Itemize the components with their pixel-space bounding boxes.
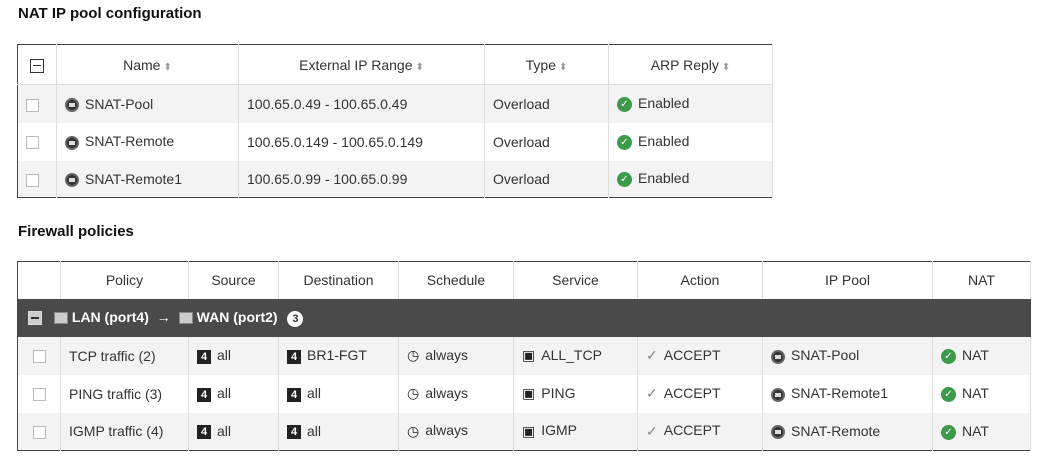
policy-name: TCP traffic (2): [60, 336, 189, 375]
select-all-checkbox[interactable]: [17, 44, 57, 85]
table-row[interactable]: TCP traffic (2) 4 all 4 BR1-FGT ◷ always ▣ A…: [17, 336, 1031, 375]
col-range[interactable]: External IP Range ⬍: [238, 44, 485, 85]
col-arp[interactable]: ARP Reply ⬍: [608, 44, 773, 85]
sort-icon: ⬍: [163, 61, 172, 73]
col-service[interactable]: Service: [513, 261, 638, 299]
col-action[interactable]: Action: [637, 261, 763, 299]
row-checkbox[interactable]: [17, 412, 61, 451]
col-type[interactable]: Type ⬍: [484, 44, 609, 85]
sort-icon: ⬍: [721, 61, 731, 73]
row-checkbox[interactable]: [17, 122, 57, 161]
table-row[interactable]: PING traffic (3) 4 all 4 all ◷ always ▣ PING…: [17, 374, 1031, 413]
row-checkbox[interactable]: [17, 374, 61, 413]
schedule-icon: ◷: [407, 423, 420, 440]
schedule-icon: ◷: [407, 385, 420, 402]
table-row[interactable]: SNAT-Remote 100.65.0.149 - 100.65.0.149 …: [17, 122, 773, 161]
ip-range: 100.65.0.149 - 100.65.0.149: [238, 122, 485, 161]
ip-range: 100.65.0.99 - 100.65.0.99: [238, 160, 485, 198]
row-checkbox[interactable]: [17, 84, 57, 123]
policies-table: Policy Source Destination Schedule Servi…: [17, 261, 1031, 451]
table-row[interactable]: SNAT-Remote1 100.65.0.99 - 100.65.0.99 O…: [17, 160, 773, 198]
address-icon: 4: [197, 349, 211, 364]
service-icon: ▣: [522, 347, 536, 364]
check-icon: ✓: [646, 385, 658, 402]
address-icon: 4: [197, 387, 211, 402]
check-icon: ✓: [646, 347, 658, 364]
check-circle-icon: ✓: [941, 424, 956, 440]
check-circle-icon: ✓: [617, 134, 632, 150]
table-row[interactable]: IGMP traffic (4) 4 all 4 all ◷ always ▣ IGMP…: [17, 412, 1031, 451]
sort-icon: ⬍: [558, 61, 568, 73]
pool-type: Overload: [484, 84, 609, 123]
ip-pool-icon: [771, 425, 785, 440]
check-circle-icon: ✓: [617, 97, 632, 113]
count-badge: 3: [287, 310, 304, 327]
nat-pool-table: Name ⬍ External IP Range ⬍ Type ⬍ ARP Reply…: [17, 44, 773, 198]
col-select: [17, 261, 61, 299]
row-checkbox[interactable]: [17, 160, 57, 198]
check-circle-icon: ✓: [941, 386, 956, 402]
col-ip-pool[interactable]: IP Pool: [762, 261, 933, 299]
nat-pool-title: NAT IP pool configuration: [18, 5, 202, 22]
collapse-icon[interactable]: [28, 310, 42, 325]
ip-pool-icon: [65, 135, 79, 150]
ip-pool-icon: [771, 349, 785, 364]
sort-icon: ⬍: [415, 61, 424, 73]
pool-type: Overload: [484, 160, 609, 198]
check-icon: ✓: [646, 423, 658, 440]
policy-group-header[interactable]: LAN (port4) → WAN (port2) 3: [17, 298, 1031, 337]
port-icon: [178, 311, 193, 324]
address-icon: 4: [197, 425, 211, 440]
col-nat[interactable]: NAT: [932, 261, 1031, 299]
policy-name: IGMP traffic (4): [60, 412, 189, 451]
pool-type: Overload: [484, 122, 609, 161]
arrow-icon: →: [156, 308, 171, 325]
address-icon: 4: [287, 349, 301, 364]
row-checkbox[interactable]: [17, 336, 61, 375]
policy-name: PING traffic (3): [60, 374, 189, 413]
col-schedule[interactable]: Schedule: [398, 261, 514, 299]
check-circle-icon: ✓: [617, 172, 632, 188]
col-destination[interactable]: Destination: [278, 261, 399, 299]
ip-range: 100.65.0.49 - 100.65.0.49: [238, 84, 485, 123]
check-circle-icon: ✓: [941, 348, 956, 364]
service-icon: ▣: [522, 385, 536, 402]
address-icon: 4: [287, 425, 301, 440]
ip-pool-icon: [771, 387, 785, 402]
policies-title: Firewall policies: [18, 223, 134, 240]
ip-pool-icon: [65, 172, 79, 187]
address-icon: 4: [287, 387, 301, 402]
schedule-icon: ◷: [407, 347, 420, 364]
table-row[interactable]: SNAT-Pool 100.65.0.49 - 100.65.0.49 Over…: [17, 84, 773, 123]
ip-pool-icon: [65, 97, 79, 112]
port-icon: [53, 311, 68, 324]
col-policy[interactable]: Policy: [60, 261, 189, 299]
col-source[interactable]: Source: [188, 261, 279, 299]
service-icon: ▣: [522, 423, 536, 440]
col-name[interactable]: Name ⬍: [56, 44, 239, 85]
